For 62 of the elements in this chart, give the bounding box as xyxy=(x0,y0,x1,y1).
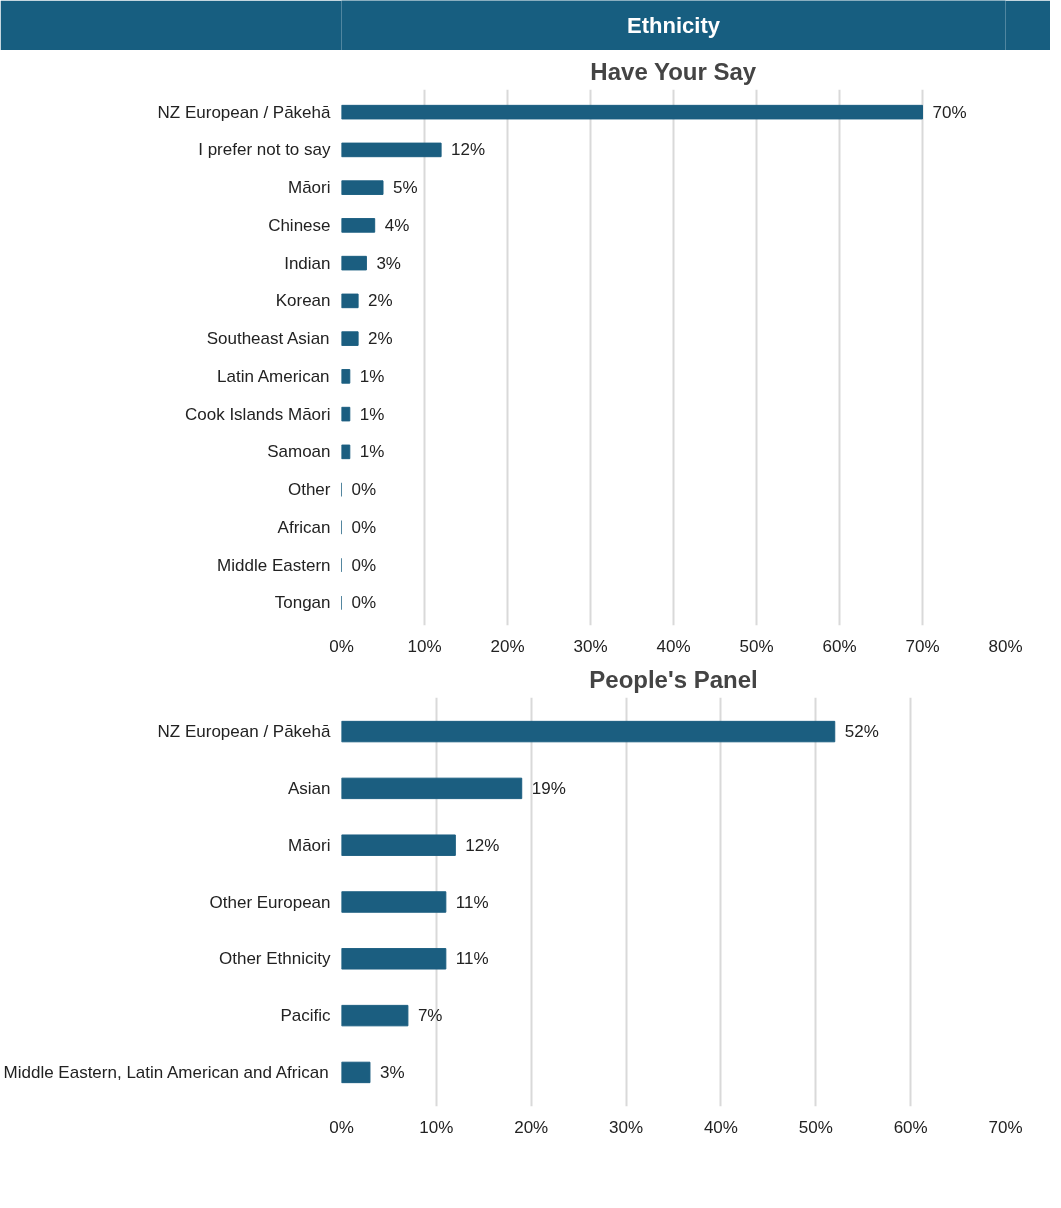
y-tick-label: Middle Eastern, Latin American and African xyxy=(3,1062,329,1082)
data-label: 12% xyxy=(465,835,500,855)
y-tick-label: I prefer not to say xyxy=(198,140,331,160)
y-tick-label: Southeast Asian xyxy=(206,329,330,349)
x-tick-label: 50% xyxy=(739,636,774,656)
chart-title: Have Your Say xyxy=(590,57,757,85)
y-tick-label: Other Ethnicity xyxy=(219,949,331,969)
y-tick-label: NZ European / Pākehā xyxy=(157,722,332,742)
x-tick-label: 10% xyxy=(407,636,442,656)
data-label: 2% xyxy=(368,291,393,311)
data-label: 4% xyxy=(384,215,410,235)
x-tick-label: 20% xyxy=(490,636,525,656)
data-label: 5% xyxy=(393,178,418,198)
y-tick-label: Korean xyxy=(275,291,331,311)
y-tick-label: Other European xyxy=(209,892,331,912)
chart-title: People's Panel xyxy=(589,665,758,693)
data-label: 1% xyxy=(359,366,385,386)
data-label: 11% xyxy=(455,949,489,969)
x-tick-label: 30% xyxy=(609,1117,644,1137)
y-tick-label: Māori xyxy=(287,178,331,198)
data-label: 12% xyxy=(451,140,486,160)
x-tick-label: 30% xyxy=(573,636,608,656)
data-label: 52% xyxy=(844,722,879,742)
y-tick-label: Indian xyxy=(284,253,331,273)
y-tick-label: Tongan xyxy=(274,593,331,613)
x-tick-label: 60% xyxy=(893,1117,928,1137)
x-tick-label: 80% xyxy=(988,636,1023,656)
y-tick-label: Middle Eastern xyxy=(217,555,331,575)
y-tick-label: Chinese xyxy=(268,215,331,235)
x-tick-label: 0% xyxy=(329,1117,354,1137)
data-label: 0% xyxy=(351,517,377,537)
data-label: 70% xyxy=(932,102,967,122)
y-tick-label: Asian xyxy=(287,778,331,798)
data-label: 2% xyxy=(368,329,393,349)
data-label: 0% xyxy=(351,555,377,575)
data-label: 19% xyxy=(531,778,566,798)
y-tick-label: African xyxy=(277,517,331,537)
x-tick-label: 50% xyxy=(798,1117,833,1137)
x-tick-label: 40% xyxy=(703,1117,738,1137)
data-label: 1% xyxy=(359,404,385,424)
y-tick-label: Pacific xyxy=(280,1006,331,1026)
data-label: 0% xyxy=(351,480,377,500)
y-tick-label: Other xyxy=(287,480,331,500)
data-label: 0% xyxy=(351,593,377,613)
x-tick-label: 0% xyxy=(329,636,354,656)
y-tick-label: NZ European / Pākehā xyxy=(157,102,332,122)
y-tick-label: Māori xyxy=(287,835,331,855)
data-label: 11% xyxy=(455,892,489,912)
data-label: 7% xyxy=(417,1006,443,1026)
x-tick-label: 40% xyxy=(656,636,691,656)
x-tick-label: 70% xyxy=(988,1117,1023,1137)
y-tick-label: Samoan xyxy=(267,442,331,462)
text: Ethnicity xyxy=(627,13,721,38)
x-tick-label: 10% xyxy=(419,1117,454,1137)
y-tick-label: Cook Islands Māori xyxy=(185,404,331,424)
y-tick-label: Latin American xyxy=(217,366,330,386)
x-tick-label: 20% xyxy=(514,1117,549,1137)
x-tick-label: 60% xyxy=(822,636,857,656)
x-tick-label: 70% xyxy=(905,636,940,656)
data-label: 1% xyxy=(359,442,385,462)
data-label: 3% xyxy=(379,1062,405,1082)
data-label: 3% xyxy=(376,253,401,273)
